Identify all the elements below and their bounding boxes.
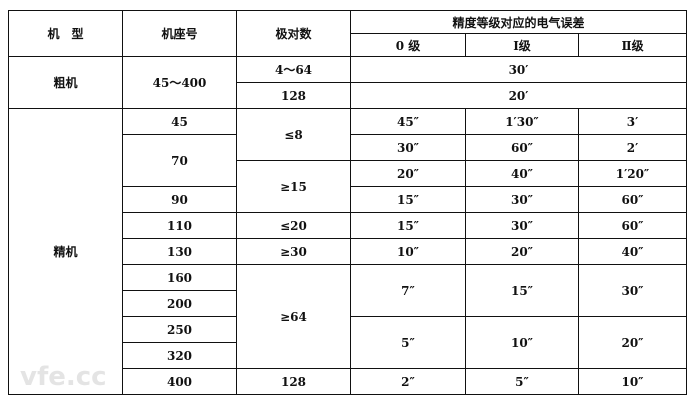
fine-type: 精机 [8, 108, 123, 395]
coarse-type: 粗机 [8, 56, 123, 109]
error-cell: 15″ [350, 186, 466, 213]
header-grade-2: Ⅱ级 [577, 33, 688, 57]
fine-poles: ≥64 [236, 264, 351, 369]
error-cell: 20″ [350, 160, 466, 187]
error-cell: 30″ [577, 264, 688, 317]
error-cell: 10″ [465, 316, 579, 369]
error-cell: 5″ [465, 368, 579, 395]
error-cell: 40″ [577, 238, 688, 265]
fine-frame: 130 [122, 238, 237, 265]
coarse-error: 30′ [349, 56, 688, 83]
fine-frame: 200 [122, 290, 237, 317]
error-cell: 7″ [350, 264, 466, 317]
error-cell: 60″ [465, 134, 579, 161]
fine-frame: 400 [122, 368, 237, 395]
error-cell: 40″ [465, 160, 579, 187]
error-cell: 60″ [577, 186, 688, 213]
error-cell: 3′ [577, 108, 688, 135]
fine-poles: ≤8 [236, 108, 351, 161]
error-cell: 1′20″ [577, 160, 688, 187]
error-cell: 15″ [465, 264, 579, 317]
fine-poles: ≥30 [236, 238, 351, 265]
error-cell: 10″ [350, 238, 466, 265]
error-cell: 60″ [577, 212, 688, 239]
coarse-frame: 45～400 [122, 56, 237, 109]
coarse-poles: 128 [236, 82, 351, 109]
fine-frame: 250 [122, 316, 237, 343]
fine-frame: 90 [122, 186, 237, 213]
error-cell: 2′ [577, 134, 688, 161]
error-cell: 15″ [350, 212, 466, 239]
header-grade-0: 0 级 [350, 33, 466, 57]
fine-frame: 160 [122, 264, 237, 291]
fine-frame: 70 [122, 134, 237, 187]
header-grade-1: Ⅰ级 [465, 33, 579, 57]
error-cell: 30″ [465, 186, 579, 213]
fine-poles: ≤20 [236, 212, 351, 239]
error-cell: 20″ [465, 238, 579, 265]
fine-frame: 110 [122, 212, 237, 239]
coarse-poles: 4～64 [236, 56, 351, 83]
error-cell: 30″ [465, 212, 579, 239]
error-cell: 45″ [350, 108, 466, 135]
error-cell: 10″ [577, 368, 688, 395]
error-cell: 30″ [350, 134, 466, 161]
error-cell: 5″ [350, 316, 466, 369]
fine-frame: 320 [122, 342, 237, 369]
header-error: 精度等级对应的电气误差 [349, 10, 688, 34]
fine-poles: 128 [236, 368, 351, 395]
watermark: vfe.cc [20, 362, 107, 392]
fine-frame: 45 [122, 108, 237, 135]
error-cell: 20″ [577, 316, 688, 369]
error-cell: 1′30″ [465, 108, 579, 135]
coarse-error: 20′ [349, 82, 688, 109]
header-frame: 机座号 [122, 10, 237, 57]
header-type: 机 型 [8, 10, 123, 57]
error-table: 机 型 机座号 极对数 精度等级对应的电气误差 0 级 Ⅰ级 Ⅱ级 粗机 45～… [8, 10, 688, 395]
error-cell: 2″ [350, 368, 466, 395]
fine-poles: ≥15 [236, 160, 351, 213]
header-poles: 极对数 [236, 10, 351, 57]
